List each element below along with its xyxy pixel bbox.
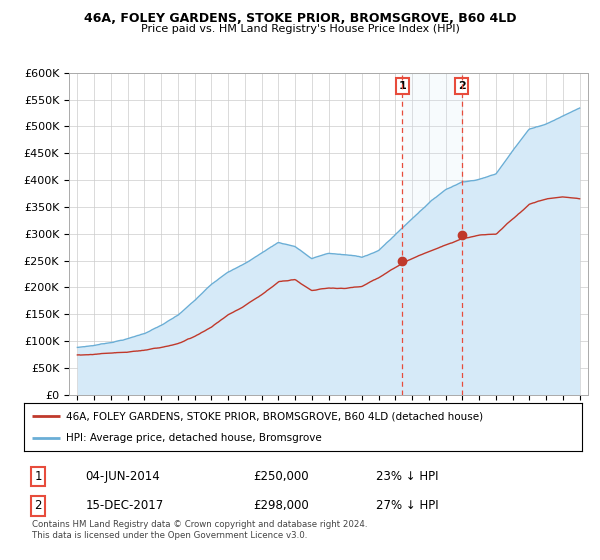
Text: 27% ↓ HPI: 27% ↓ HPI (376, 500, 438, 512)
Bar (403, 73, 462, 395)
Text: HPI: Average price, detached house, Bromsgrove: HPI: Average price, detached house, Brom… (66, 433, 322, 443)
Text: 2: 2 (458, 81, 466, 91)
Text: £298,000: £298,000 (253, 500, 308, 512)
Text: Contains HM Land Registry data © Crown copyright and database right 2024.
This d: Contains HM Land Registry data © Crown c… (32, 520, 368, 540)
Text: 1: 1 (398, 81, 406, 91)
Text: 2: 2 (34, 500, 42, 512)
Text: Price paid vs. HM Land Registry's House Price Index (HPI): Price paid vs. HM Land Registry's House … (140, 24, 460, 34)
Text: 46A, FOLEY GARDENS, STOKE PRIOR, BROMSGROVE, B60 4LD (detached house): 46A, FOLEY GARDENS, STOKE PRIOR, BROMSGR… (66, 411, 483, 421)
Text: 23% ↓ HPI: 23% ↓ HPI (376, 470, 438, 483)
Text: £250,000: £250,000 (253, 470, 308, 483)
Text: 1: 1 (34, 470, 42, 483)
Text: 04-JUN-2014: 04-JUN-2014 (85, 470, 160, 483)
Text: 15-DEC-2017: 15-DEC-2017 (85, 500, 164, 512)
Text: 46A, FOLEY GARDENS, STOKE PRIOR, BROMSGROVE, B60 4LD: 46A, FOLEY GARDENS, STOKE PRIOR, BROMSGR… (84, 12, 516, 25)
